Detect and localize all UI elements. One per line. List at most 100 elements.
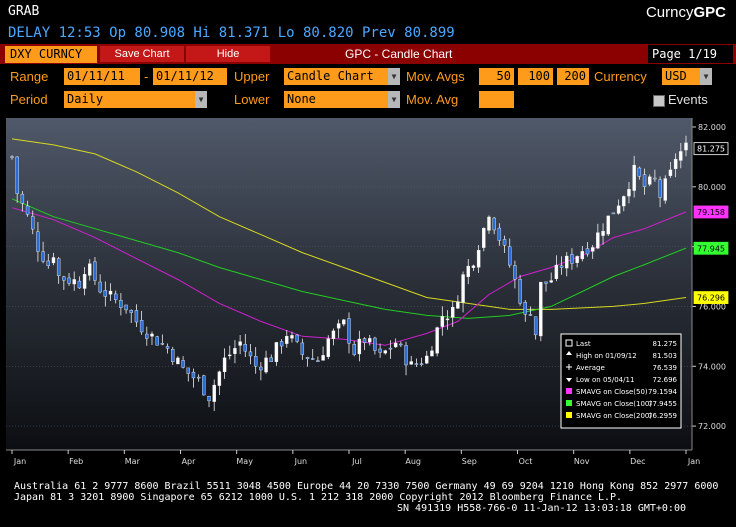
candle-body <box>176 357 180 365</box>
range-to-input[interactable]: 01/11/12 <box>153 68 227 85</box>
candle-body <box>62 276 66 281</box>
candle-body <box>497 227 502 241</box>
value-tag <box>693 291 729 304</box>
ma-period-2-input[interactable]: 100 <box>518 68 553 85</box>
events-checkbox[interactable] <box>653 95 665 107</box>
chevron-down-icon[interactable]: ▼ <box>388 68 400 85</box>
chart-title: GPC - Candle Chart <box>345 47 453 61</box>
legend-marker-last <box>565 339 573 347</box>
page-indicator[interactable]: Page 1/19 <box>648 45 733 63</box>
ma-period-3-input[interactable]: 200 <box>557 68 589 85</box>
candle-body <box>212 384 216 402</box>
value-tag <box>693 205 729 219</box>
hide-button[interactable]: Hide <box>186 46 270 62</box>
x-tick-label: Mar <box>125 457 141 466</box>
candle-body <box>627 189 631 197</box>
candle-body <box>145 333 149 339</box>
candle-body <box>580 251 585 260</box>
candle-body <box>388 347 393 350</box>
candle-body <box>585 248 590 255</box>
save-chart-button[interactable]: Save Chart <box>100 46 184 62</box>
x-tick-label: Apr <box>182 457 197 466</box>
candle-body <box>611 212 616 215</box>
legend-value: 76.539 <box>653 364 678 372</box>
candle-body <box>56 258 61 277</box>
candle-body <box>46 260 50 266</box>
legend-swatch <box>566 412 572 418</box>
chevron-down-icon[interactable]: ▼ <box>388 91 400 108</box>
candle-body <box>25 205 30 215</box>
candle-body <box>570 254 574 264</box>
candle-body <box>575 256 579 263</box>
candle-body <box>77 280 82 289</box>
brand-prefix: Curncy <box>645 4 694 21</box>
value-tag <box>693 241 729 255</box>
candle-body <box>264 357 268 373</box>
footer-copyright: Japan 81 3 3201 8900 Singapore 65 6212 1… <box>14 492 623 503</box>
mov-avg-input[interactable] <box>479 91 514 108</box>
candle-body <box>181 360 185 368</box>
candle-body <box>378 348 382 353</box>
candle-body <box>352 343 356 355</box>
candle-body <box>269 357 273 362</box>
candle-body <box>88 263 92 276</box>
candle-body <box>41 251 45 262</box>
candle-body <box>373 337 377 351</box>
footer-contacts: Australia 61 2 9777 8600 Brazil 5511 304… <box>14 481 719 492</box>
candle-body <box>316 360 320 362</box>
candle-body <box>233 348 237 354</box>
lower-select[interactable]: None <box>284 91 388 108</box>
candle-body <box>248 351 253 357</box>
upper-label: Upper <box>234 69 270 84</box>
candle-body <box>357 338 362 355</box>
candle-body <box>321 355 325 361</box>
candle-body <box>632 164 636 191</box>
legend-marker-high <box>566 351 572 355</box>
candle-body <box>668 169 673 176</box>
candle-body <box>606 215 610 235</box>
candle-body <box>331 330 336 340</box>
y-tick-label: 82.000 <box>698 123 726 132</box>
candle-body <box>642 174 647 187</box>
ma-period-1-input[interactable]: 50 <box>479 68 514 85</box>
legend-swatch <box>566 400 572 406</box>
upper-select[interactable]: Candle Chart <box>284 68 388 85</box>
mov-avgs-label: Mov. Avgs <box>406 69 465 84</box>
candle-body <box>160 343 165 345</box>
candle-body <box>601 230 605 236</box>
candle-body <box>186 367 190 374</box>
sma200-line <box>11 138 687 310</box>
legend-label: High on 01/09/12 <box>576 352 637 360</box>
candle-body <box>658 179 662 198</box>
value-tag-text: 81.275 <box>697 145 725 154</box>
candle-body <box>243 343 248 352</box>
candle-body <box>108 290 113 295</box>
candle-body <box>476 250 481 268</box>
candle-body <box>228 354 232 357</box>
range-from-input[interactable]: 01/11/11 <box>64 68 140 85</box>
chevron-down-icon[interactable]: ▼ <box>195 91 207 108</box>
legend-label: SMAVG on Close(100) <box>576 400 652 408</box>
candle-body <box>285 336 289 344</box>
candle-body <box>155 336 159 346</box>
range-separator: - <box>144 69 149 84</box>
ticker-field[interactable]: DXY CURNCY <box>5 46 97 63</box>
candle-body <box>456 301 460 309</box>
candle-body <box>336 323 341 329</box>
lower-label: Lower <box>234 92 270 107</box>
candle-body <box>518 279 522 304</box>
legend-label: Low on 05/04/11 <box>576 376 634 384</box>
x-tick-label: Jan <box>13 457 26 466</box>
currency-select[interactable]: USD <box>662 68 700 85</box>
candle-body <box>124 304 128 311</box>
chevron-down-icon[interactable]: ▼ <box>700 68 712 85</box>
candle-body <box>10 156 14 158</box>
candle-body <box>362 338 367 343</box>
candle-body <box>20 193 25 204</box>
candle-body <box>119 300 123 308</box>
security-title: CurncyGPC <box>646 4 726 21</box>
candle-body <box>399 343 403 346</box>
period-select[interactable]: Daily <box>64 91 195 108</box>
value-tag-text: 77.945 <box>697 244 725 253</box>
